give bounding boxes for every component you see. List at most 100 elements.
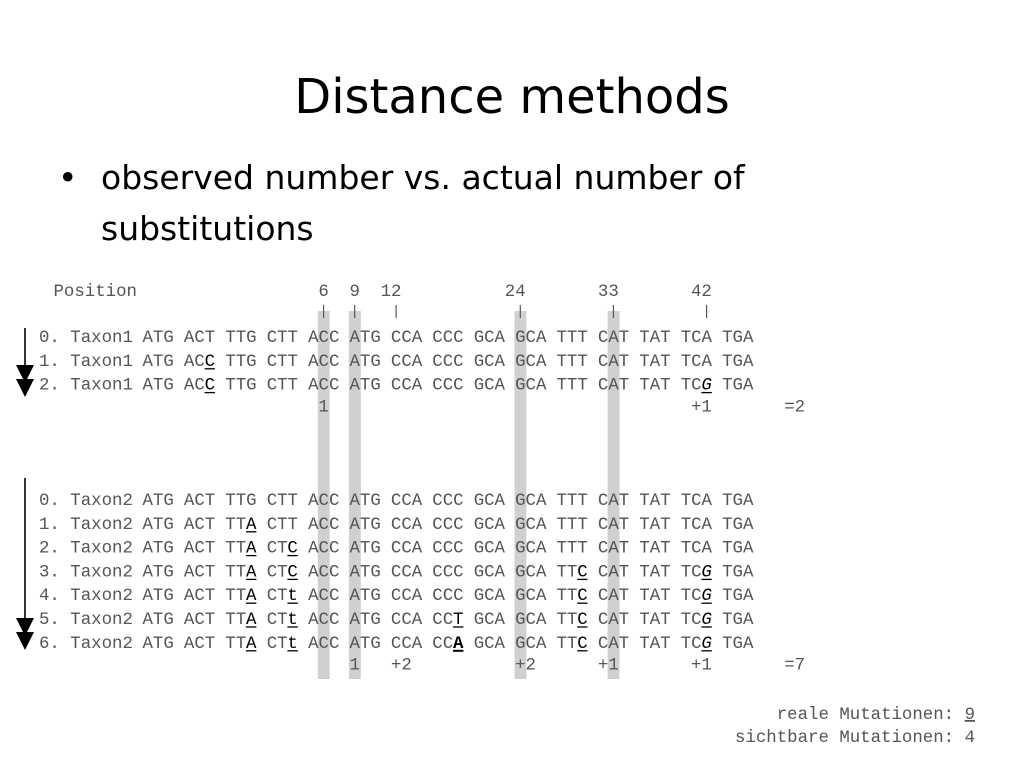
codon: ACT [184,492,215,511]
mutated-base: G [701,377,712,396]
codon: ATG [143,492,174,511]
codon: CT [267,540,288,559]
codon: CCC [432,563,463,582]
mutated-base: C [205,353,215,372]
codon: ATG [143,563,174,582]
mutated-base: C [577,635,587,654]
mutated-base: C [577,611,587,630]
codon: GCA [474,563,506,582]
codon: ATG [350,492,381,511]
mutated-base: A [246,587,257,606]
mutated-base: C [205,377,215,396]
codon: TTT [557,492,588,511]
codon: ATG [143,377,174,396]
mutated-base: C [577,587,587,606]
codon: TC [681,377,702,396]
codon: GCA [515,635,547,654]
mutated-base: A [246,516,257,535]
codon: TAT [639,377,670,396]
codon: CAT [598,611,629,630]
position-number: 12 [381,283,402,302]
codon: TTT [557,540,588,559]
codon: CT [267,611,288,630]
codon: CCA [391,563,423,582]
codon: TAT [639,563,670,582]
highlight-column-bar [317,311,330,679]
codon: CT [267,563,288,582]
codon: GCA [474,377,506,396]
position-number: 6 [318,283,328,302]
codon: ATG [143,353,174,372]
codon: CCC [432,329,463,348]
real-mutations-value: 9 [965,706,975,725]
codon: TT [225,587,246,606]
codon: TAT [639,587,670,606]
mutated-base: A [246,611,257,630]
codon: TGA [722,353,754,372]
substitution-count: +1 [691,657,712,676]
codon: CCA [391,377,423,396]
codon: CAT [598,377,629,396]
substitution-count: +2 [515,657,536,676]
codon: ATG [143,611,174,630]
codon: TGA [722,540,754,559]
codon: ATG [350,353,381,372]
codon: TTT [557,353,588,372]
position-number: 9 [350,283,360,302]
highlight-column-bar [348,311,361,679]
mutated-base: G [701,563,712,582]
codon: TC [681,563,702,582]
codon: GCA [515,329,547,348]
codon: TAT [639,492,670,511]
codon: ATG [143,329,174,348]
codon: CCA [391,353,423,372]
codon: GCA [515,492,547,511]
codon: CC [432,611,453,630]
codon: ATG [350,563,381,582]
codon: CAT [598,540,629,559]
row-label: 0. Taxon1 [39,329,133,348]
codon: TTT [557,329,588,348]
codon: ACC [308,611,339,630]
substitution-count: +1 [598,657,619,676]
substitution-count: +2 [391,657,412,676]
mutated-base: C [577,563,587,582]
arrow-head-icon [16,379,34,397]
codon: CTT [267,329,298,348]
mutated-base: C [287,540,297,559]
codon: CCC [432,540,463,559]
codon: TAT [639,353,670,372]
codon: ACT [184,611,215,630]
row-label: 3. Taxon2 [39,563,133,582]
mutated-base: C [287,563,297,582]
row-label: 1. Taxon2 [39,516,133,535]
codon: TAT [639,516,670,535]
codon: CTT [267,353,298,372]
visible-mutations-label-line: sichtbare Mutationen: 4 [735,729,975,748]
mutated-base: G [701,611,712,630]
codon: CAT [598,353,629,372]
codon: AC [184,353,205,372]
codon: GCA [474,635,506,654]
codon: ACC [308,635,339,654]
codon: CCA [391,492,423,511]
codon: CAT [598,492,629,511]
position-number: 33 [598,283,619,302]
mutated-base: G [701,635,712,654]
codon: TT [225,563,246,582]
codon: CCA [391,540,423,559]
codon: CTT [267,377,298,396]
real-mutations-label-line: reale Mutationen: 9 [777,706,975,725]
codon: CT [267,635,288,654]
codon: CT [267,587,288,606]
row-label: 4. Taxon2 [39,587,133,606]
mutated-base: A [246,540,257,559]
codon: ACT [184,516,215,535]
codon: TCA [681,540,713,559]
row-label: 6. Taxon2 [39,635,133,654]
arrow-head-icon [16,632,34,650]
codon: CC [432,635,453,654]
codon: CAT [598,563,629,582]
visible-mutations-label: sichtbare Mutationen: [735,729,965,748]
